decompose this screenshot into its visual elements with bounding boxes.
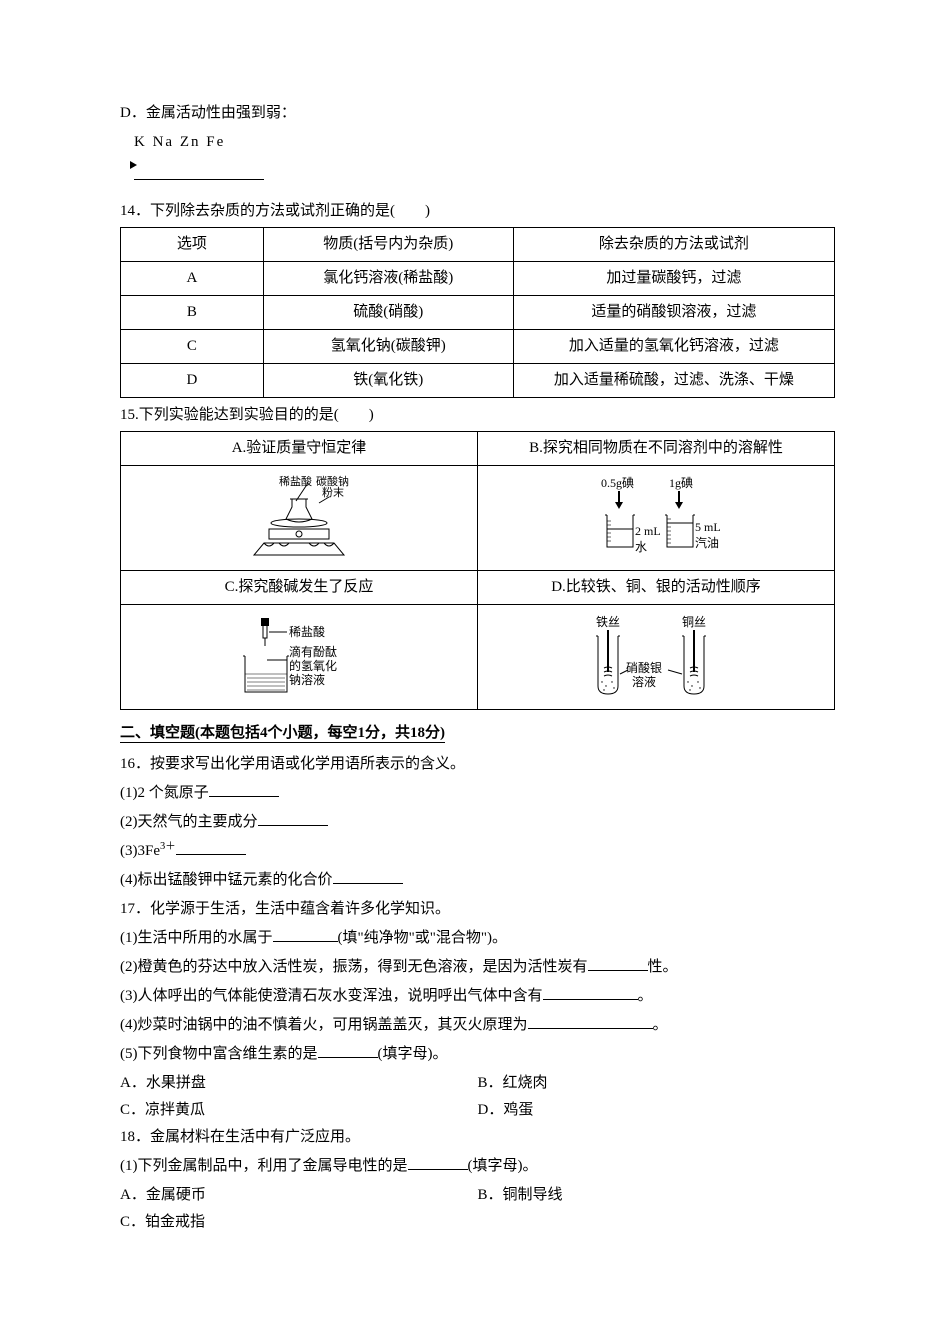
q16-stem: 16．按要求写出化学用语或化学用语所表示的含义。 <box>120 751 835 778</box>
q13-option-d: D．金属活动性由强到弱： <box>120 100 835 127</box>
q16-p3: (3)3Fe3＋ <box>120 838 835 865</box>
q14-header-0: 选项 <box>121 228 264 262</box>
q17-optD: D．鸡蛋 <box>478 1097 836 1124</box>
q17-optB: B．红烧肉 <box>478 1070 836 1097</box>
q15-figure-b: 0.5g碘 1g碘 <box>478 466 835 571</box>
q16-p2: (2)天然气的主要成分 <box>120 809 835 836</box>
label-text: 钠溶液 <box>289 672 325 687</box>
table-cell: 硫酸(硝酸) <box>263 296 513 330</box>
table-cell: D <box>121 364 264 398</box>
label-text: 粉末 <box>322 485 344 499</box>
q15-cell-d-title: D.比较铁、铜、银的活动性顺序 <box>478 571 835 605</box>
table-cell: 适量的硝酸钡溶液，过滤 <box>513 296 834 330</box>
q18-p1: (1)下列金属制品中，利用了金属导电性的是(填字母)。 <box>120 1153 835 1180</box>
q17-options-row1: A．水果拼盘 B．红烧肉 <box>120 1070 835 1097</box>
q15-figure-d: 铁丝 铜丝 硝酸银 <box>478 605 835 710</box>
q17-p4: (4)炒菜时油锅中的油不慎着火，可用锅盖盖灭，其灭火原理为。 <box>120 1012 835 1039</box>
label-text: 5 mL <box>695 520 721 534</box>
label-text: 0.5g碘 <box>601 476 634 490</box>
q16-p4: (4)标出锰酸钾中锰元素的化合价 <box>120 867 835 894</box>
table-cell: 氢氧化钠(碳酸钾) <box>263 330 513 364</box>
label-text: 铜丝 <box>682 614 706 629</box>
label-text: 稀盐酸 <box>279 474 312 488</box>
q13-arrow-elements: K Na Zn Fe <box>134 129 835 184</box>
q17-optC: C．凉拌黄瓜 <box>120 1097 478 1124</box>
q18-options-row1: A．金属硬币 B．铜制导线 <box>120 1182 835 1209</box>
q14-table: 选项 物质(括号内为杂质) 除去杂质的方法或试剂 A氯化钙溶液(稀盐酸)加过量碳… <box>120 227 835 398</box>
q17-p3: (3)人体呼出的气体能使澄清石灰水变浑浊，说明呼出气体中含有。 <box>120 983 835 1010</box>
q18-optB: B．铜制导线 <box>478 1182 836 1209</box>
q17-options-row2: C．凉拌黄瓜 D．鸡蛋 <box>120 1097 835 1124</box>
q15-cell-a-title: A.验证质量守恒定律 <box>121 432 478 466</box>
table-cell: 加入适量稀硫酸，过滤、洗涤、干燥 <box>513 364 834 398</box>
section2-title: 二、填空题(本题包括4个小题，每空1分，共18分) <box>120 720 835 747</box>
table-cell: B <box>121 296 264 330</box>
label-text: 稀盐酸 <box>289 624 325 639</box>
label-text: 1g碘 <box>669 476 693 490</box>
q15-table: A.验证质量守恒定律 B.探究相同物质在不同溶剂中的溶解性 稀盐酸 碳酸钠 粉末 <box>120 431 835 710</box>
q17-optA: A．水果拼盘 <box>120 1070 478 1097</box>
q15-cell-c-title: C.探究酸碱发生了反应 <box>121 571 478 605</box>
label-text: 滴有酚酞 <box>289 644 337 659</box>
q18-optC: C．铂金戒指 <box>120 1209 835 1236</box>
label-text: 碳酸钠 <box>316 474 349 488</box>
label-text: 溶液 <box>632 674 656 689</box>
label-text: 2 mL <box>635 524 661 538</box>
table-cell: C <box>121 330 264 364</box>
table-cell: 氯化钙溶液(稀盐酸) <box>263 262 513 296</box>
q17-stem: 17．化学源于生活，生活中蕴含着许多化学知识。 <box>120 896 835 923</box>
label-text: 汽油 <box>695 535 719 550</box>
table-cell: A <box>121 262 264 296</box>
q17-p2: (2)橙黄色的芬达中放入活性炭，振荡，得到无色溶液，是因为活性炭有性。 <box>120 954 835 981</box>
q17-p1: (1)生活中所用的水属于(填"纯净物"或"混合物")。 <box>120 925 835 952</box>
table-cell: 加过量碳酸钙，过滤 <box>513 262 834 296</box>
label-text: 的氢氧化 <box>289 658 337 673</box>
q15-figure-c: 稀盐酸 滴有酚酞 的氢氧化 钠溶液 <box>121 605 478 710</box>
label-text: 硝酸银 <box>626 660 662 675</box>
table-cell: 加入适量的氢氧化钙溶液，过滤 <box>513 330 834 364</box>
q18-stem: 18．金属材料在生活中有广泛应用。 <box>120 1124 835 1151</box>
label-text: 水 <box>635 540 647 554</box>
q14-header-1: 物质(括号内为杂质) <box>263 228 513 262</box>
arrow-line-icon <box>134 152 264 180</box>
label-text: 铁丝 <box>596 615 620 629</box>
q14-stem: 14．下列除去杂质的方法或试剂正确的是( ) <box>120 198 835 225</box>
q17-p5: (5)下列食物中富含维生素的是(填字母)。 <box>120 1041 835 1068</box>
q16-p1: (1)2 个氮原子 <box>120 780 835 807</box>
q15-figure-a: 稀盐酸 碳酸钠 粉末 <box>121 466 478 571</box>
q15-cell-b-title: B.探究相同物质在不同溶剂中的溶解性 <box>478 432 835 466</box>
q15-stem: 15.下列实验能达到实验目的的是( ) <box>120 402 835 429</box>
q14-header-2: 除去杂质的方法或试剂 <box>513 228 834 262</box>
table-cell: 铁(氧化铁) <box>263 364 513 398</box>
q18-optA: A．金属硬币 <box>120 1182 478 1209</box>
activity-series-text: K Na Zn Fe <box>134 134 225 150</box>
